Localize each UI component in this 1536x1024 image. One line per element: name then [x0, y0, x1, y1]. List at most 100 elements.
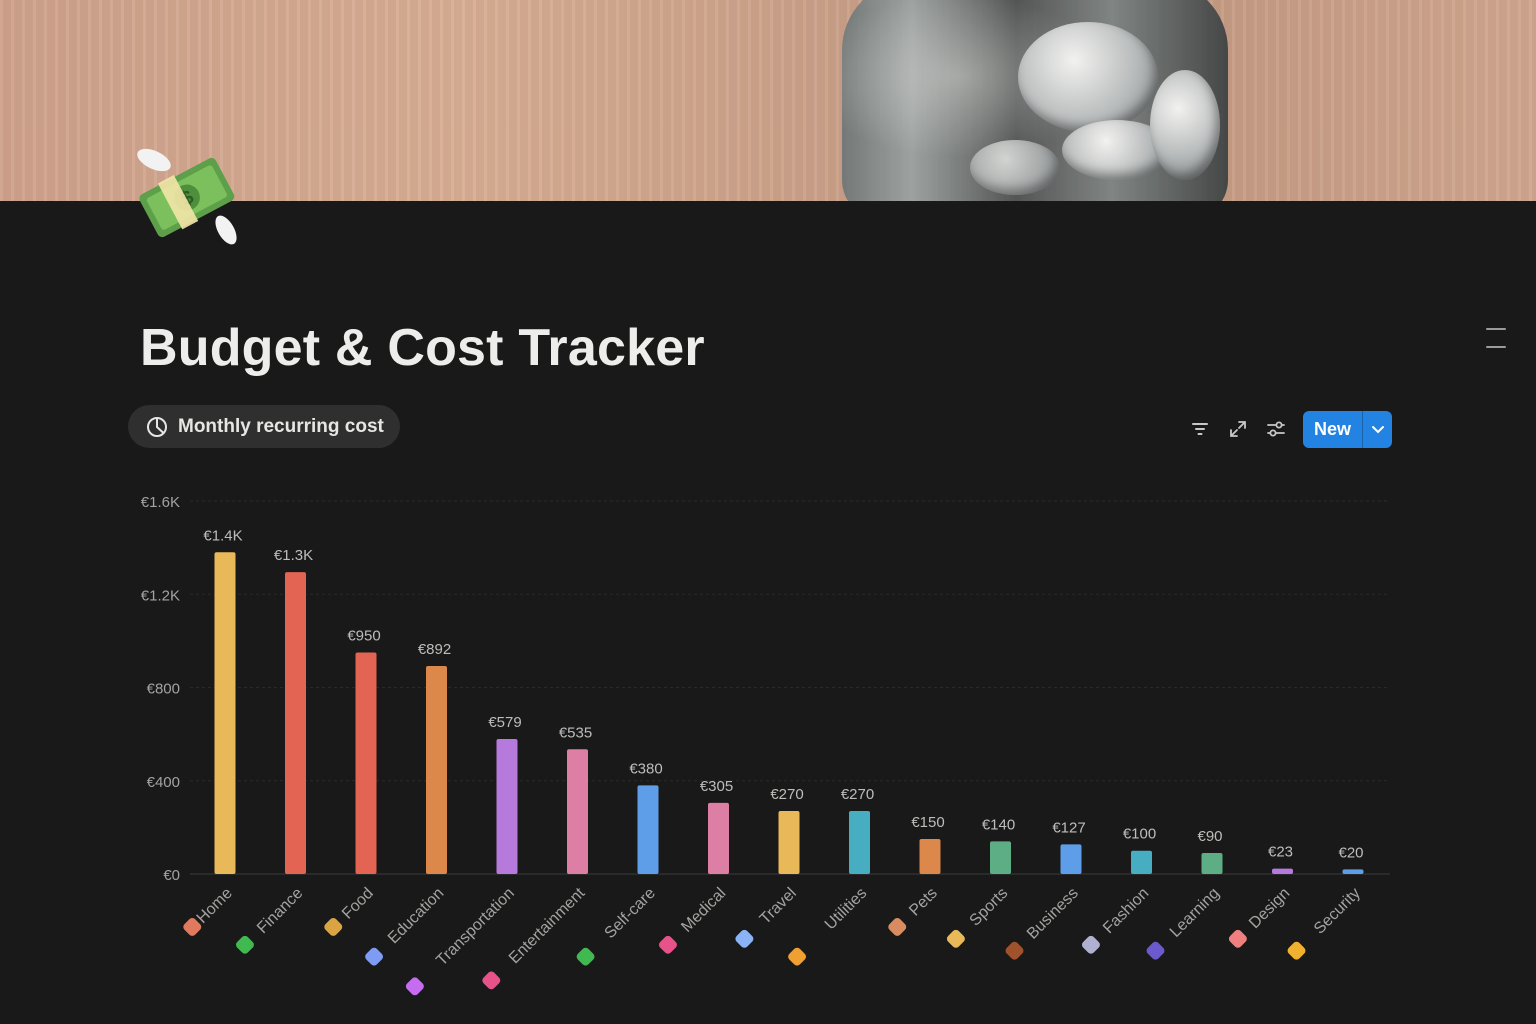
data-label: €1.3K	[274, 547, 313, 564]
x-tick-label: Travel	[757, 885, 800, 928]
data-label: €1.4K	[203, 527, 242, 544]
bar-finance	[285, 572, 306, 874]
data-label: €270	[770, 786, 803, 803]
money-with-wings-icon[interactable]: $	[128, 138, 244, 248]
lightning-icon	[788, 947, 807, 966]
x-tick-label: Business	[1024, 885, 1082, 943]
x-tick-learning: Learning	[1146, 885, 1223, 960]
outline-toggle-icon[interactable]	[1484, 326, 1508, 350]
dog-icon	[888, 918, 907, 936]
x-tick-label: Finance	[254, 885, 306, 937]
sliders-icon	[1267, 421, 1285, 437]
bar-food	[355, 652, 377, 874]
x-tick-label: Education	[385, 885, 447, 947]
runner-icon	[946, 929, 965, 948]
chart-icon	[147, 416, 167, 437]
x-tick-label: Food	[339, 885, 377, 923]
database-toolbar: New	[1181, 410, 1392, 448]
data-label: €23	[1268, 844, 1293, 861]
bar-utilities	[849, 811, 870, 874]
data-label: €90	[1197, 828, 1222, 845]
bar-home	[214, 552, 236, 874]
view-settings-button[interactable]	[1257, 410, 1295, 448]
bar-medical	[708, 802, 729, 874]
airplane-icon	[735, 929, 754, 948]
y-tick-label: €400	[147, 774, 180, 791]
coin	[1018, 22, 1158, 132]
new-options-button[interactable]	[1362, 410, 1392, 448]
coin	[1150, 70, 1220, 180]
bar-self-care	[637, 785, 659, 874]
x-tick-security: Security	[1287, 885, 1364, 960]
bar-education	[426, 666, 447, 874]
cost-bar-chart: €0 €400 €800 €1.2K €1.6K €1.4K Home €1.3K Financ…	[141, 494, 1390, 996]
sneaker-icon	[1082, 935, 1100, 954]
bar-learning	[1201, 853, 1223, 874]
x-tick-business: Business	[1005, 885, 1082, 960]
data-label: €892	[418, 641, 451, 658]
x-tick-travel: Travel	[735, 885, 800, 948]
x-tick-label: Entertainment	[506, 884, 589, 967]
data-label: €579	[488, 714, 521, 731]
x-tick-label: Sports	[967, 885, 1012, 930]
x-tick-finance: Finance	[236, 885, 306, 954]
bar-business	[1060, 844, 1082, 874]
data-label: €100	[1123, 826, 1156, 843]
clover-icon	[576, 947, 595, 966]
y-tick-label: €1.6K	[141, 494, 180, 511]
data-label: €305	[700, 778, 733, 795]
data-label: €127	[1052, 819, 1085, 836]
x-tick-home: Home	[183, 885, 236, 936]
x-tick-label: Home	[194, 885, 236, 927]
data-label: €140	[982, 816, 1015, 833]
data-label: €270	[841, 786, 874, 803]
x-tick-pets: Pets	[888, 885, 941, 936]
new-button-group: New	[1302, 410, 1392, 448]
bar-travel	[778, 811, 800, 874]
x-tick-fashion: Fashion	[1082, 885, 1152, 954]
view-tab-label: Monthly recurring cost	[178, 415, 384, 437]
data-label: €950	[347, 628, 380, 645]
bar-security	[1342, 869, 1364, 874]
briefcase-icon	[1005, 941, 1024, 960]
x-tick-food: Food	[324, 885, 377, 936]
bar-transportation	[496, 739, 518, 874]
y-tick-label: €0	[163, 867, 180, 884]
burger-icon	[324, 918, 343, 936]
bar-design	[1272, 868, 1293, 874]
view-tab-monthly-recurring-cost[interactable]: Monthly recurring cost	[128, 405, 400, 448]
x-tick-label: Learning	[1167, 885, 1223, 941]
data-label: €380	[629, 760, 662, 777]
expand-icon	[1230, 421, 1246, 437]
x-tick-label: Self-care	[602, 885, 659, 942]
filter-icon	[1191, 423, 1208, 435]
new-button[interactable]: New	[1313, 418, 1351, 439]
x-tick-label: Security	[1311, 885, 1364, 938]
expand-button[interactable]	[1219, 410, 1257, 448]
y-tick-label: €1.2K	[141, 587, 180, 604]
page-title: Budget & Cost Tracker	[140, 319, 705, 377]
x-tick-label: Pets	[906, 885, 941, 920]
data-label: €535	[559, 724, 592, 741]
page-cover	[0, 0, 1536, 201]
palette-icon	[1228, 929, 1247, 948]
x-tick-sports: Sports	[946, 885, 1012, 948]
ticket-icon	[482, 971, 501, 990]
bar-entertainment	[567, 749, 588, 874]
books-icon	[365, 947, 384, 966]
lock-icon	[1287, 941, 1306, 960]
scooter-icon	[405, 977, 424, 996]
bar-sports	[990, 841, 1011, 874]
x-tick-label: Fashion	[1100, 885, 1152, 937]
bar-fashion	[1131, 850, 1152, 874]
x-tick-medical: Medical	[659, 885, 729, 954]
house-icon	[183, 918, 202, 936]
data-label: €150	[911, 814, 944, 831]
filter-button[interactable]	[1181, 410, 1219, 448]
bar-pets	[919, 839, 941, 874]
x-tick-design: Design	[1228, 885, 1293, 948]
x-tick-label: Design	[1246, 885, 1293, 932]
x-tick-label: Utilities	[822, 885, 870, 933]
chevron-down-icon	[1371, 426, 1384, 434]
x-tick-label: Medical	[678, 885, 729, 936]
